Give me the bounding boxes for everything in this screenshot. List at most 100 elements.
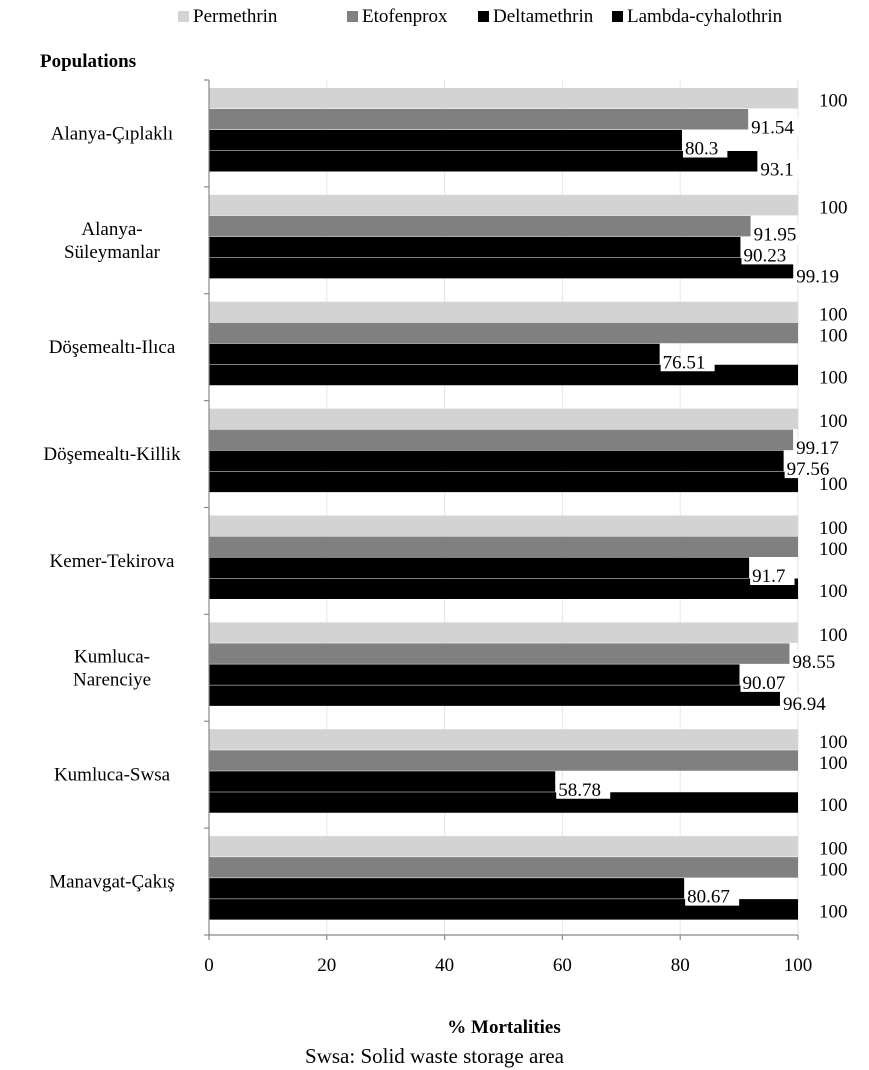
category-label: Kumluca-Swsa — [54, 765, 171, 786]
bar — [209, 857, 798, 878]
bar — [209, 429, 794, 451]
value-label: 100 — [819, 411, 848, 432]
value-label: 100 — [819, 795, 848, 816]
bar — [209, 109, 749, 130]
bar — [209, 322, 798, 344]
bar — [209, 236, 741, 258]
legend-swatch — [347, 11, 358, 22]
value-label-bg — [741, 245, 796, 265]
bar — [209, 729, 798, 750]
legend-label: Deltamethrin — [493, 6, 594, 27]
x-tick-label: 0 — [204, 955, 214, 976]
legend-swatch — [478, 11, 489, 22]
bar — [209, 471, 798, 493]
category-label: Manavgat-Çakış — [49, 872, 175, 893]
bar — [209, 771, 556, 792]
category-label: Alanya-Süleymanlar — [64, 219, 161, 263]
value-label: 90.23 — [743, 245, 786, 266]
value-label-bg — [682, 138, 728, 158]
bar — [209, 301, 798, 323]
bars — [209, 88, 798, 920]
x-tick-label: 100 — [784, 955, 813, 976]
bar — [209, 408, 798, 430]
bar — [209, 643, 790, 664]
axes — [204, 79, 799, 940]
value-label-bg — [758, 159, 803, 179]
value-label: 90.07 — [743, 673, 786, 694]
x-tick-labels: 0 20 40 60 80 100 — [204, 955, 812, 976]
x-tick-label: 20 — [317, 955, 336, 976]
bar — [209, 515, 798, 536]
bar — [209, 215, 751, 237]
category-label: Kemer-Tekirova — [50, 551, 175, 572]
value-label: 100 — [819, 325, 848, 346]
bar — [209, 557, 750, 578]
legend-swatch — [612, 11, 623, 22]
value-label-bg — [749, 117, 804, 137]
value-labels: 10091.5480.393.110091.9590.2399.19100100… — [556, 91, 849, 923]
value-label-bg — [784, 459, 839, 479]
value-label-bg — [794, 266, 849, 286]
bar — [209, 536, 798, 557]
category-labels: Alanya-Çıplaklı Alanya-Süleymanlar Döşemea… — [43, 123, 181, 892]
bar — [209, 151, 758, 172]
value-label: 58.78 — [558, 780, 601, 801]
value-label: 99.17 — [796, 438, 839, 459]
bar — [209, 664, 740, 685]
value-label: 100 — [819, 581, 848, 602]
value-label-bg — [794, 438, 849, 458]
bar — [209, 792, 798, 813]
value-label: 100 — [819, 753, 848, 774]
legend-label: Permethrin — [193, 6, 278, 27]
value-label: 100 — [819, 732, 848, 753]
value-label: 96.94 — [783, 694, 826, 715]
legend-swatch — [178, 11, 189, 22]
bar — [209, 130, 682, 151]
value-label: 100 — [819, 91, 848, 112]
category-label: Döşemealtı-Ilıca — [49, 337, 176, 358]
category-label: Kumluca-Narenciye — [73, 646, 151, 690]
value-label-bg — [750, 566, 795, 585]
legend-label: Lambda-cyhalothrin — [627, 6, 783, 27]
value-label: 97.56 — [787, 459, 830, 480]
value-label: 100 — [819, 474, 848, 495]
value-label: 91.7 — [752, 566, 785, 587]
legend-label: Etofenprox — [362, 6, 448, 27]
value-label-bg — [556, 779, 611, 799]
value-label: 91.95 — [754, 224, 797, 245]
value-label: 98.55 — [792, 652, 835, 673]
bar — [209, 750, 798, 771]
value-label: 100 — [819, 839, 848, 860]
bar — [209, 899, 798, 920]
category-label: Döşemealtı-Killik — [43, 444, 181, 465]
value-label: 100 — [819, 625, 848, 646]
value-label: 100 — [819, 860, 848, 881]
value-label: 100 — [819, 197, 848, 218]
x-axis-title: % Mortalities — [447, 1017, 560, 1038]
bar — [209, 685, 780, 706]
value-label: 100 — [819, 518, 848, 539]
value-label: 76.51 — [663, 352, 706, 373]
x-tick-label: 80 — [671, 955, 690, 976]
x-tick-label: 40 — [435, 955, 454, 976]
bar — [209, 836, 798, 857]
bar — [209, 257, 794, 279]
bar — [209, 88, 798, 109]
value-label: 99.19 — [796, 266, 839, 287]
bar — [209, 194, 798, 216]
value-label-bg — [660, 352, 715, 372]
value-label: 100 — [819, 539, 848, 560]
value-label-bg — [780, 693, 835, 713]
value-label: 80.67 — [687, 887, 730, 908]
footnote: Swsa: Solid waste storage area — [305, 1044, 564, 1068]
bar — [209, 364, 798, 386]
value-label: 80.3 — [685, 139, 718, 160]
value-label: 100 — [819, 304, 848, 325]
category-label: Alanya-Çıplaklı — [51, 123, 173, 144]
bar — [209, 878, 685, 899]
value-label-bg — [751, 224, 806, 244]
value-label: 100 — [819, 367, 848, 388]
bar — [209, 343, 660, 365]
bar — [209, 450, 784, 472]
value-label: 100 — [819, 902, 848, 923]
